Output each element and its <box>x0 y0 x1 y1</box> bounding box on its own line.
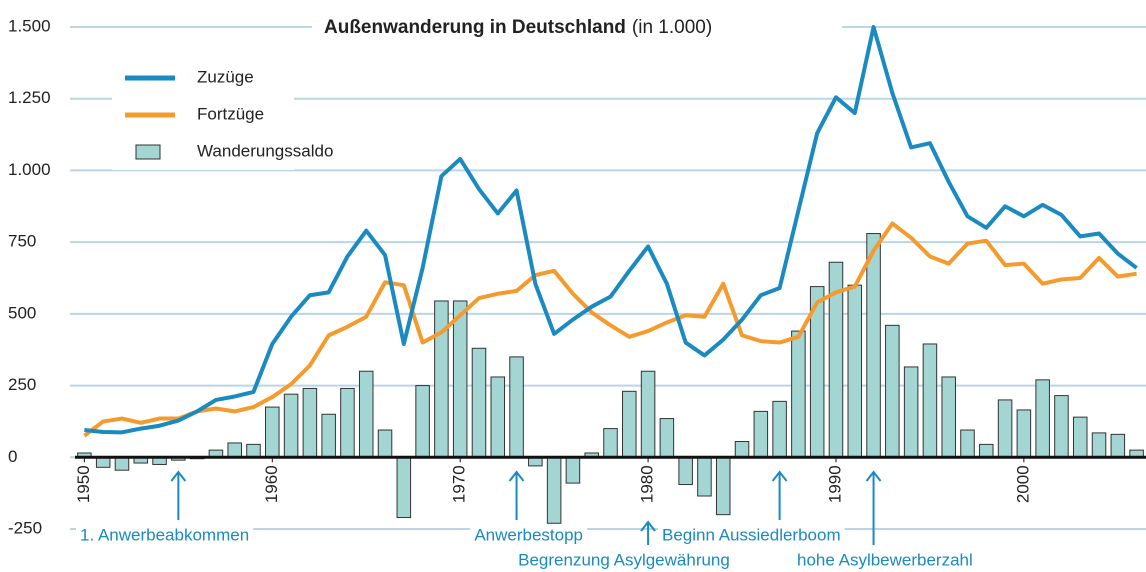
annotation-background <box>514 550 734 572</box>
annotation-background <box>793 550 977 572</box>
bar <box>509 356 524 458</box>
bar <box>95 456 111 468</box>
bar <box>659 418 675 458</box>
bar <box>697 456 712 497</box>
annotation: hohe Asylbewerberzahl <box>797 550 973 569</box>
marks <box>75 25 1146 524</box>
bar <box>490 376 506 458</box>
bar <box>922 343 938 458</box>
bar <box>1072 416 1088 458</box>
bar <box>772 400 787 458</box>
bar <box>734 441 750 458</box>
annotation-background <box>470 525 587 547</box>
bar <box>565 456 581 484</box>
bar <box>283 393 299 458</box>
bar <box>321 413 336 458</box>
annotation-arrowhead <box>170 470 187 482</box>
bar <box>791 330 806 458</box>
bar <box>415 385 430 458</box>
annotation-arrowhead <box>865 470 882 482</box>
x-tick-label: 1970 <box>450 465 469 503</box>
bar <box>997 399 1013 458</box>
legend-label: Zuzüge <box>197 67 254 86</box>
annotation-background <box>76 525 254 547</box>
annotation: 1. Anwerbeabkommen <box>80 525 249 544</box>
y-tick-label: 1.250 <box>8 88 51 107</box>
bar <box>396 456 412 519</box>
bar <box>715 456 731 516</box>
bar <box>979 443 994 458</box>
subtitle: (in 1.000) <box>632 17 712 38</box>
bar <box>265 406 280 458</box>
annotation-arrowhead <box>771 470 788 482</box>
annotation-arrowhead <box>640 520 656 532</box>
legend-swatch <box>135 144 161 160</box>
annotation-arrowhead <box>508 470 525 482</box>
chart-title: Außenwanderung in Deutschland (in 1.000) <box>324 17 712 38</box>
bar <box>1091 432 1107 458</box>
bar <box>377 429 393 458</box>
bar <box>1016 409 1032 458</box>
y-tick-label: -250 <box>8 518 42 537</box>
bar <box>960 429 975 458</box>
annotation: Anwerbestopp <box>474 525 583 544</box>
bar <box>340 387 355 458</box>
bar <box>903 366 919 458</box>
bar <box>302 387 318 458</box>
x-tick-label: 1980 <box>638 465 657 503</box>
bar <box>227 442 242 458</box>
y-tick-label: 750 <box>8 232 36 251</box>
bar <box>640 370 656 458</box>
y-tick-label: 500 <box>8 303 36 322</box>
annotation: Begrenzung Asylgewährung <box>518 550 730 569</box>
x-tick-label: 2000 <box>1013 465 1032 503</box>
line <box>83 221 1137 438</box>
y-tick-label: 1.500 <box>8 16 51 35</box>
bar <box>885 324 900 458</box>
bar <box>753 410 769 458</box>
bar <box>434 300 449 458</box>
line <box>84 25 1138 435</box>
bar <box>1110 433 1126 458</box>
bar <box>866 233 881 458</box>
bar <box>546 456 562 524</box>
bar <box>622 390 637 458</box>
bar <box>452 300 468 458</box>
bar <box>603 428 618 458</box>
y-tick-label: 1.000 <box>8 160 51 179</box>
title: Außenwanderung in Deutschland <box>324 17 626 38</box>
y-tick-label: 0 <box>8 447 17 466</box>
legend-label: Fortzüge <box>197 104 264 123</box>
bar <box>246 443 261 458</box>
x-tick-label: 1990 <box>825 465 844 503</box>
bar <box>471 347 487 458</box>
x-tick-label: 1950 <box>74 465 93 503</box>
bar <box>941 376 956 458</box>
bar <box>678 456 693 486</box>
bar <box>1054 395 1069 458</box>
annotation: Beginn Aussiedlerboom <box>662 525 841 544</box>
bar <box>358 370 374 458</box>
x-tick-label: 1960 <box>262 465 281 503</box>
bar <box>847 284 863 458</box>
bar <box>114 456 130 471</box>
annotation-background <box>658 525 845 547</box>
title-background <box>312 10 842 44</box>
y-tick-label: 250 <box>8 375 36 394</box>
legend-label: Wanderungssaldo <box>197 141 333 160</box>
bar <box>1035 379 1050 458</box>
